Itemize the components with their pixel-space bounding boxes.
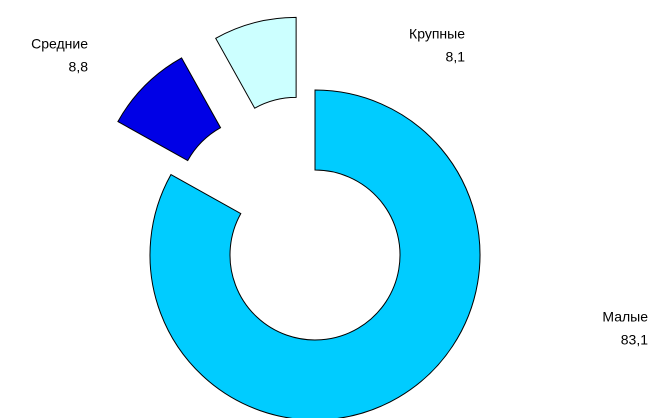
slice-label: Малые [602, 309, 648, 325]
donut-slice [215, 16, 297, 109]
slice-label: Крупные [409, 26, 465, 42]
slice-value-label: 8,1 [446, 49, 466, 65]
donut-slice [117, 57, 222, 162]
slice-value-label: 8,8 [69, 59, 89, 75]
slice-value-label: 83,1 [621, 332, 648, 348]
donut-slice [149, 89, 481, 418]
slice-label: Средние [31, 36, 88, 52]
